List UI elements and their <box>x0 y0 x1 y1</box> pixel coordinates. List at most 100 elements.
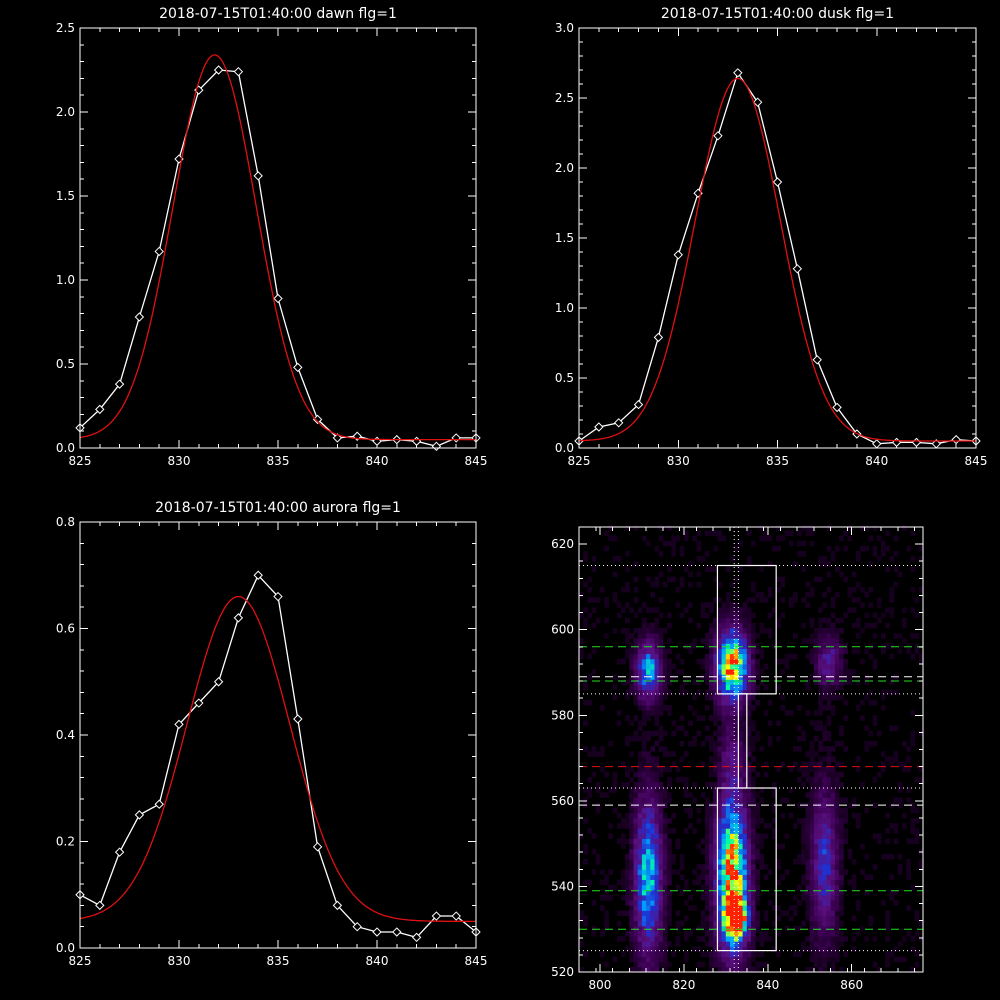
heat-cell <box>822 930 827 937</box>
x-tick-label: 825 <box>568 454 591 468</box>
heat-cell <box>902 766 907 773</box>
heat-cell <box>839 771 844 778</box>
heat-cell <box>910 807 916 814</box>
heat-cell <box>713 889 718 896</box>
heat-cell <box>641 679 647 685</box>
heat-cell <box>696 864 702 870</box>
heat-cell <box>780 705 786 711</box>
heat-cell <box>730 807 735 814</box>
heat-cell <box>780 812 786 819</box>
heat-cell <box>725 730 731 737</box>
heat-cell <box>872 936 878 942</box>
heat-cell <box>813 869 819 875</box>
heat-cell <box>658 648 664 655</box>
heat-cell <box>759 597 765 603</box>
heat-cell <box>826 853 832 860</box>
heat-cell <box>897 571 903 578</box>
heat-cell <box>885 853 890 860</box>
heat-cell <box>709 853 714 860</box>
heat-cell <box>805 766 811 773</box>
heat-cell <box>738 797 744 803</box>
heat-cell <box>579 612 584 619</box>
heat-cell <box>637 802 643 809</box>
heat-cell <box>805 812 811 819</box>
heat-cell <box>734 936 739 942</box>
x-tick-label: 840 <box>865 454 888 468</box>
heat-cell <box>713 859 718 865</box>
heat-cell <box>818 966 823 973</box>
heat-cell <box>805 761 811 768</box>
heat-cell <box>658 828 664 834</box>
heat-cell <box>721 823 727 829</box>
heat-cell <box>725 910 731 916</box>
heat-cell <box>746 746 752 752</box>
heat-cell <box>704 663 710 670</box>
heat-cell <box>797 540 802 547</box>
heat-cell <box>868 653 874 660</box>
heat-cell <box>637 807 643 814</box>
y-tick-label: 0.0 <box>555 441 574 455</box>
heat-cell <box>893 581 899 588</box>
heat-cell <box>809 925 815 932</box>
heat-cell <box>658 920 664 927</box>
heat-cell <box>809 653 815 660</box>
heat-cell <box>826 684 832 691</box>
heat-cell <box>809 895 815 901</box>
heat-cell <box>755 843 760 850</box>
heat-cell <box>746 900 752 906</box>
heat-cell <box>709 864 714 870</box>
heat-cell <box>692 879 697 886</box>
heat-cell <box>826 807 832 814</box>
heat-cell <box>822 689 827 696</box>
heat-cell <box>646 705 651 711</box>
heat-cell <box>654 581 660 588</box>
heat-cell <box>738 828 744 834</box>
heat-cell <box>604 602 609 608</box>
heat-cell <box>717 925 723 932</box>
heat-cell <box>637 633 643 639</box>
heat-cell <box>721 622 727 629</box>
heat-cell <box>746 874 752 880</box>
heat-cell <box>755 823 760 829</box>
heat-cell <box>621 884 626 891</box>
heat-cell <box>918 766 924 773</box>
heat-cell <box>692 535 697 542</box>
heat-cell <box>725 869 731 875</box>
heat-cell <box>746 694 752 701</box>
heat-cell <box>751 679 756 685</box>
heat-cell <box>839 812 844 819</box>
heat-cell <box>834 859 840 865</box>
heat-cell <box>654 782 660 788</box>
heat-cell <box>834 812 840 819</box>
heat-cell <box>616 879 622 886</box>
heat-cell <box>671 545 676 552</box>
heat-cell <box>621 658 626 665</box>
heat-cell <box>650 884 655 891</box>
heat-cell <box>881 766 886 773</box>
heat-cell <box>793 910 798 916</box>
y-tick-label: 540 <box>551 879 574 893</box>
heat-cell <box>608 787 614 793</box>
heat-cell <box>696 936 702 942</box>
heat-cell <box>725 879 731 886</box>
heat-cell <box>587 586 593 593</box>
heat-cell <box>629 787 634 793</box>
heat-cell <box>587 879 593 886</box>
heat-cell <box>654 797 660 803</box>
heat-cell <box>709 658 714 665</box>
heat-cell <box>709 900 714 906</box>
heat-cell <box>725 751 731 757</box>
heat-cell <box>616 823 622 829</box>
heat-cell <box>725 715 731 721</box>
heat-cell <box>805 915 811 922</box>
heat-cell <box>830 956 836 963</box>
heat-cell <box>641 602 647 608</box>
heat-cell <box>713 946 718 952</box>
heat-cell <box>633 597 639 603</box>
heat-cell <box>834 889 840 896</box>
heat-cell <box>864 545 869 552</box>
heat-cell <box>621 936 626 942</box>
heat-cell <box>616 612 622 619</box>
heat-cell <box>839 910 844 916</box>
heat-cell <box>621 838 626 845</box>
